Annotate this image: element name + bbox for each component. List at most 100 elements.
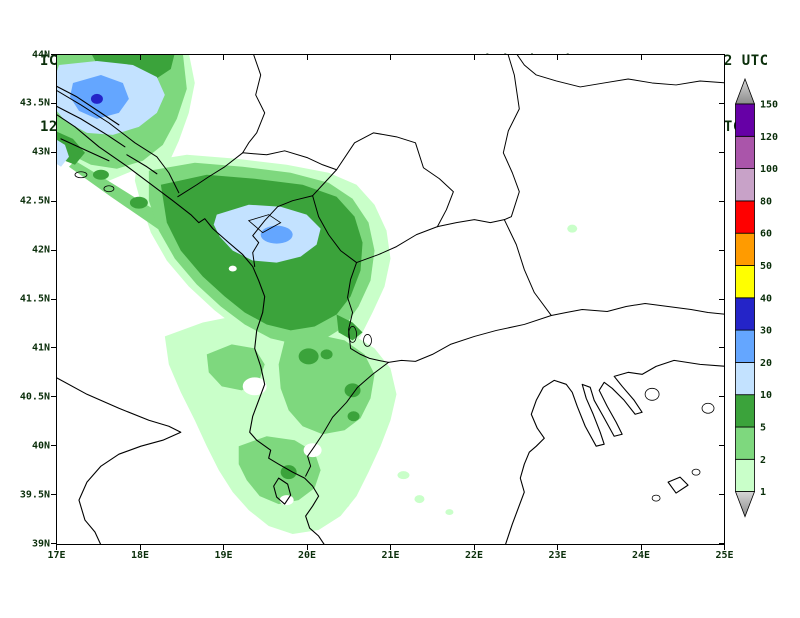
island [651,494,661,502]
croatian-islands [126,154,158,175]
border-macedonia-greece [388,314,552,363]
lon-tick-mark [473,545,475,550]
lon-tick-label: 19E [214,550,233,561]
lon-tick-mark [557,55,558,60]
colorbar-band [735,361,755,396]
border-bosnia-serbia [242,55,266,154]
border-serbia-macedonia [436,219,505,228]
lon-tick-mark [724,545,725,550]
border-kosovo-albania [312,195,358,264]
precip-area-ge-1mm [567,224,578,233]
colorbar-band [735,135,755,169]
precip-area-ge-5mm [298,348,319,365]
lat-tick-label: 39.5N [19,489,50,501]
colorbar-label: 100 [760,164,778,175]
border-albania-greece [305,361,390,477]
border-kosovo-macedonia [356,226,438,264]
lat-tick-mark [51,151,56,153]
lat-tick-mark [719,54,724,55]
colorbar-band [735,168,755,202]
precip-area-ge-2mm [238,436,321,505]
precip-area-ge-5mm [92,169,109,180]
colorbar-band [735,200,755,234]
colorbar-label: 40 [760,293,772,304]
precip-area-ge-5mm [320,349,333,360]
lon-tick-label: 17E [47,550,66,561]
lat-tick-label: 42N [31,244,50,256]
lat-tick-mark [719,347,724,349]
dry-gap [228,265,322,506]
lon-tick-mark [56,55,57,60]
colorbar-label: 80 [760,196,772,207]
lat-tick-label: 42.5N [19,195,50,207]
croatian-islands [60,138,110,162]
lat-tick-label: 39N [31,538,50,549]
lon-tick-mark [223,545,224,550]
lon-tick-label: 24E [631,550,651,561]
lon-tick-label: 25E [715,550,734,561]
lat-tick-mark [719,249,724,251]
border-greece-bulgaria [550,302,724,316]
colorbar-arrow-top [735,77,756,105]
corfu-island [273,477,292,505]
lake-skadar [247,214,282,234]
colorbar-label: 60 [760,229,772,240]
lon-tick-label: 23E [548,550,567,561]
precip-area-ge-10mm [57,140,69,167]
border-kosovo-serbia [336,132,454,228]
lake-prespa [363,334,372,347]
precipitation-colorbar: 1 2 5 10 20 30 40 50 60 80 100 120 150 [735,77,778,518]
colorbar-band [735,103,755,137]
lat-tick-mark [51,396,56,398]
lon-tick-mark [56,545,57,550]
lat-tick-label: 40.5N [19,391,50,403]
lat-tick-mark [719,102,724,104]
adriatic-coastline [57,114,325,544]
colorbar-label: 30 [760,326,772,337]
lat-tick-mark [51,249,56,251]
lon-tick-mark [223,55,224,60]
croatian-islands [57,85,120,126]
border-serbia-bulgaria [502,55,520,221]
colorbar-label: 1 [760,487,766,498]
lat-tick-label: 44N [31,49,50,60]
map-panel [56,54,725,545]
colorbar-label: 5 [760,423,766,434]
lon-tick-mark [724,55,725,60]
italy-coastline [57,377,182,544]
precip-area-ge-5mm [347,411,360,422]
precip-area-ge-20mm [260,225,293,244]
colorbar-band [735,329,755,363]
croatian-islands [57,105,126,148]
island [103,185,115,193]
lat-tick-mark [719,494,724,496]
lon-tick-mark [139,545,141,550]
lat-tick-mark [51,347,56,349]
precip-area-ge-5mm [336,314,363,341]
colorbar-label: 120 [760,132,778,143]
lon-tick-label: 20E [297,550,317,561]
lat-tick-label: 41N [31,342,50,354]
lon-tick-mark [306,545,308,550]
colorbar-arrow-bottom [735,491,756,518]
map-svg [57,55,724,544]
lat-tick-label: 41.5N [19,293,50,305]
lat-tick-mark [719,200,724,202]
border-montenegro-albania [252,195,314,268]
lon-tick-mark [640,545,642,550]
colorbar-label: 50 [760,261,772,272]
precip-area-ge-1mm [397,471,410,480]
colorbar-band [735,426,755,460]
colorbar-band [735,297,755,331]
colorbar-label: 150 [760,100,778,111]
lon-tick-label: 18E [130,550,150,561]
island [644,387,660,401]
precip-area-ge-5mm [344,383,361,398]
colorbar-label: 2 [760,455,766,466]
island [691,468,701,476]
precip-area-ge-1mm [339,500,350,509]
lake-ohrid [348,326,357,343]
lat-tick-mark [51,298,56,300]
border-croatia-bosnia [57,90,180,194]
